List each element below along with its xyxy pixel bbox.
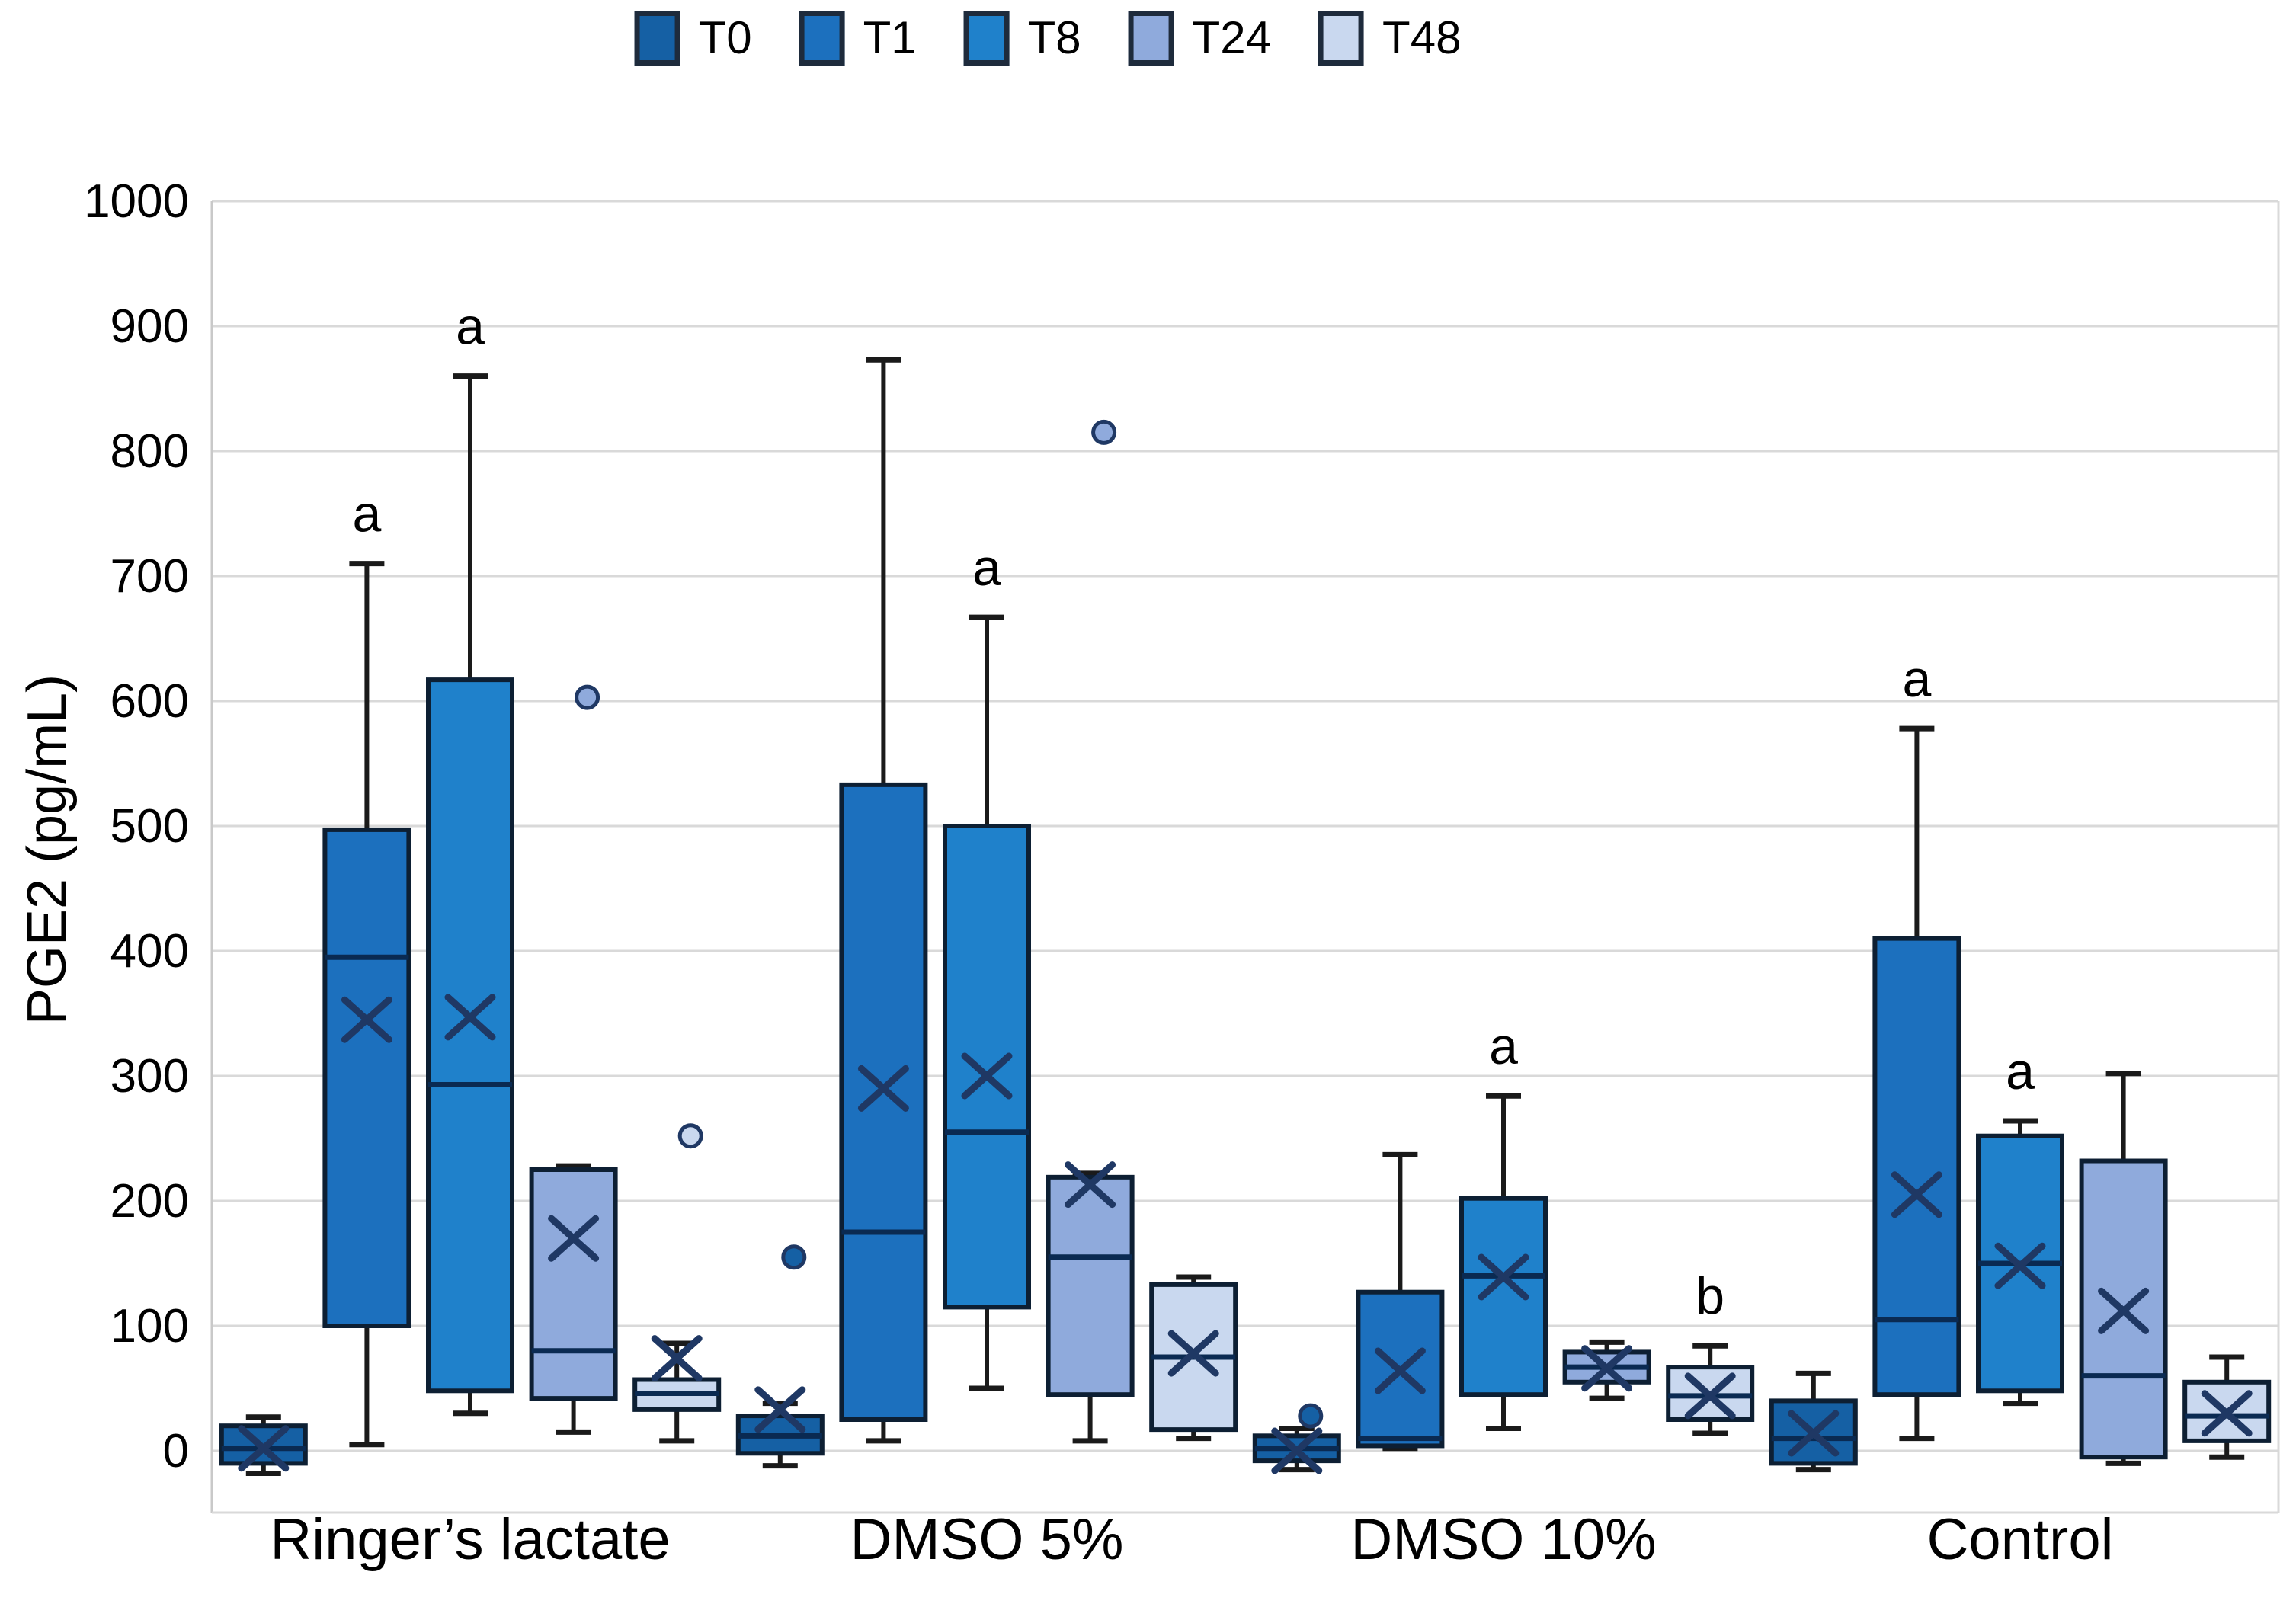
- legend-swatch-icon: [799, 11, 845, 66]
- significance-letter-g0-T8: a: [456, 298, 485, 356]
- significance-letter-g3-T8: a: [2006, 1042, 2035, 1100]
- mean-x-icon-g0-T8: [444, 994, 496, 1041]
- significance-letter-g2-T8: a: [1489, 1017, 1518, 1075]
- mean-x-icon-g1-T1: [857, 1065, 909, 1112]
- y-tick-label-400: 400: [110, 925, 189, 978]
- y-tick-label-700: 700: [110, 550, 189, 603]
- outlier-point-g2-T0-0: [1298, 1403, 1324, 1429]
- outlier-point-g0-T24-0: [575, 684, 600, 710]
- y-tick-label-300: 300: [110, 1050, 189, 1103]
- y-tick-label-100: 100: [110, 1300, 189, 1353]
- mean-x-icon-g1-T8: [961, 1052, 1013, 1100]
- y-tick-label-200: 200: [110, 1175, 189, 1228]
- legend-label: T8: [1027, 12, 1081, 63]
- mean-x-icon-g3-T1: [1891, 1171, 1942, 1218]
- legend-label: T24: [1192, 12, 1272, 63]
- box-g3-T1: [1872, 936, 1961, 1397]
- legend-item-T1: T1: [799, 11, 917, 66]
- legend-swatch-icon: [963, 11, 1010, 66]
- outlier-point-g1-T24-0: [1091, 419, 1117, 445]
- box-g3-T48: [2182, 1379, 2272, 1443]
- box-g0-T1: [322, 827, 411, 1329]
- legend-label: T48: [1382, 12, 1462, 63]
- mean-x-icon-g0-T1: [341, 996, 392, 1043]
- y-axis-title: PGE2 (pg/mL): [17, 674, 78, 1026]
- y-tick-label-800: 800: [110, 425, 189, 478]
- outlier-point-g1-T0-0: [781, 1244, 807, 1270]
- box-g0-T24: [529, 1167, 618, 1401]
- mean-x-icon-g1-T48: [1167, 1330, 1219, 1377]
- legend-swatch-icon: [634, 11, 680, 66]
- mean-x-icon-g3-T24: [2098, 1287, 2150, 1334]
- box-g3-T24: [2079, 1158, 2168, 1460]
- x-category-label-3: Control: [1927, 1507, 2114, 1572]
- mean-x-icon-g3-T48: [2201, 1390, 2253, 1437]
- box-g0-T8: [426, 677, 514, 1394]
- legend-label: T1: [863, 12, 917, 63]
- legend-item-T48: T48: [1318, 11, 1461, 66]
- mean-x-icon-g2-T0: [1271, 1427, 1323, 1474]
- legend-item-T24: T24: [1128, 11, 1272, 66]
- significance-letter-g1-T8: a: [972, 539, 1001, 597]
- y-tick-label-1000: 1000: [84, 175, 189, 228]
- mean-x-icon-g2-T8: [1478, 1253, 1529, 1301]
- mean-x-icon-g0-T24: [548, 1215, 600, 1262]
- x-category-label-0: Ringer’s lactate: [270, 1507, 670, 1572]
- box-g2-T8: [1459, 1196, 1548, 1397]
- legend-swatch-icon: [1318, 11, 1365, 66]
- legend-item-T0: T0: [634, 11, 752, 66]
- x-category-label-2: DMSO 10%: [1350, 1507, 1656, 1572]
- mean-x-icon-g1-T24: [1065, 1161, 1116, 1209]
- y-tick-label-0: 0: [163, 1425, 189, 1478]
- y-tick-label-900: 900: [110, 300, 189, 353]
- mean-x-icon-g3-T8: [1994, 1242, 2046, 1289]
- outlier-point-g0-T48-0: [677, 1123, 703, 1149]
- box-g1-T24: [1046, 1174, 1135, 1397]
- mean-x-icon-g2-T1: [1374, 1347, 1426, 1394]
- significance-letter-g3-T1: a: [1902, 650, 1931, 708]
- y-tick-label-600: 600: [110, 675, 189, 728]
- x-category-label-1: DMSO 5%: [850, 1507, 1124, 1572]
- box-g1-T1: [839, 782, 928, 1422]
- mean-x-icon-g2-T24: [1581, 1345, 1633, 1392]
- significance-letter-g0-T1: a: [352, 485, 381, 543]
- legend: T0 T1 T8 T24 T48: [634, 11, 1461, 66]
- box-g1-T8: [943, 824, 1031, 1310]
- mean-x-icon-g2-T48: [1684, 1372, 1736, 1420]
- legend-item-T8: T8: [963, 11, 1081, 66]
- legend-label: T0: [698, 12, 752, 63]
- mean-x-icon-g1-T0: [754, 1386, 806, 1433]
- significance-letter-g2-T48: b: [1696, 1267, 1724, 1325]
- mean-x-icon-g3-T0: [1788, 1410, 1840, 1457]
- mean-x-icon-g0-T48: [651, 1335, 703, 1382]
- mean-x-icon-g0-T0: [238, 1425, 290, 1472]
- y-tick-label-500: 500: [110, 800, 189, 853]
- legend-swatch-icon: [1128, 11, 1174, 66]
